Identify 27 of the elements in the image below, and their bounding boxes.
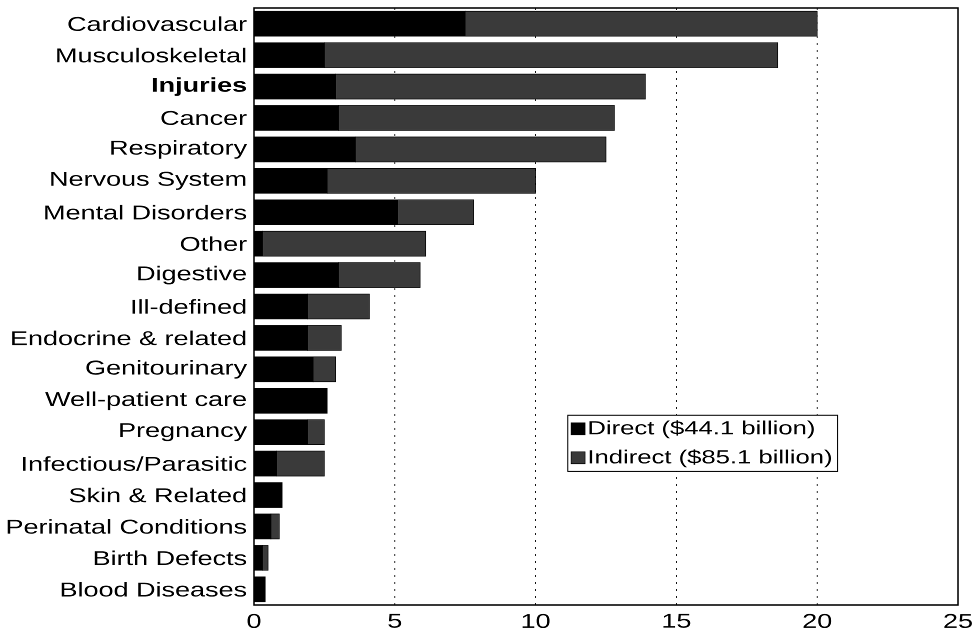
y-tick-label: Digestive — [138, 266, 246, 284]
x-tick-label: 25 — [944, 614, 972, 628]
y-tick-label: Pregnancy — [120, 423, 248, 442]
y-tick-label: Injuries — [152, 77, 246, 96]
y-tick-label: Skin & Related — [70, 488, 246, 502]
y-tick-label: Respiratory — [111, 140, 248, 159]
x-tick-label: 0 — [248, 614, 260, 628]
y-tick-label: Infectious/Parasitic — [23, 456, 246, 471]
y-tick-label: Well-patient care — [45, 391, 246, 410]
y-tick-label: Blood Diseases — [62, 582, 246, 597]
y-tick-label: Cardiovascular — [68, 16, 247, 32]
x-tick-label: 5 — [388, 614, 402, 628]
x-tick-label: 20 — [804, 614, 832, 628]
x-tick-label: 10 — [522, 614, 550, 628]
y-tick-label: Musculoskeletal — [57, 48, 246, 62]
y-tick-label: Birth Defects — [94, 550, 246, 566]
legend-label: Indirect ($85.1 billion) — [590, 449, 831, 468]
y-tick-label: Nervous System — [51, 172, 246, 190]
y-tick-label: Ill-defined — [132, 299, 246, 314]
legend-label: Direct ($44.1 billion) — [589, 420, 814, 438]
y-tick-label: Cancer — [161, 110, 247, 126]
y-tick-label: Mental Disorders — [45, 204, 246, 220]
y-tick-label: Endocrine & related — [12, 330, 246, 346]
y-tick-label: Other — [180, 236, 247, 251]
y-tick-label: Genitourinary — [86, 360, 248, 379]
y-tick-label: Perinatal Conditions — [8, 519, 246, 534]
x-tick-label: 15 — [663, 614, 690, 628]
